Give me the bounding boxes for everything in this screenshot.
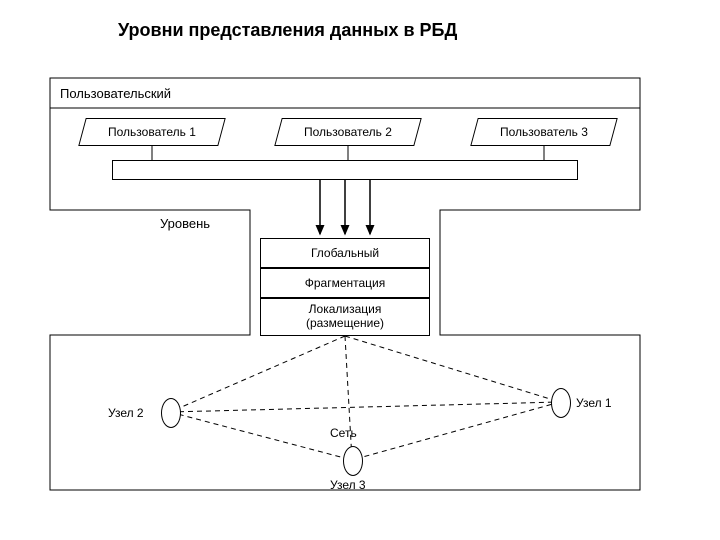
apex-to-node3 [345, 336, 352, 460]
edge-node1-node3 [352, 402, 560, 460]
network-label: Сеть [330, 426, 357, 440]
global-box-label: Глобальный [311, 246, 379, 260]
page-title: Уровни представления данных в РБД [118, 20, 457, 41]
edge-node2-node1 [170, 402, 560, 412]
connector-bar [112, 160, 578, 180]
localization-box: Локализация (размещение) [260, 298, 430, 336]
node-2-label: Узел 2 [108, 406, 144, 420]
diagram-canvas: Уровни представления данных в РБД Пользо… [0, 0, 720, 540]
node-2-ellipse [161, 398, 181, 428]
user-box-3: Пользователь 3 [470, 118, 618, 146]
level-label: Уровень [160, 216, 210, 231]
fragmentation-box-label: Фрагментация [305, 276, 386, 290]
localization-box-label: Локализация (размещение) [306, 303, 384, 331]
user-box-1: Пользователь 1 [78, 118, 226, 146]
node-3-ellipse [343, 446, 363, 476]
user-box-3-label: Пользователь 3 [500, 125, 588, 139]
apex-to-node2 [170, 336, 345, 412]
node-1-ellipse [551, 388, 571, 418]
user-box-1-label: Пользователь 1 [108, 125, 196, 139]
user-level-header: Пользовательский [60, 86, 171, 101]
node-3-label: Узел 3 [330, 478, 366, 492]
user-box-2: Пользователь 2 [274, 118, 422, 146]
user-box-2-label: Пользователь 2 [304, 125, 392, 139]
global-box: Глобальный [260, 238, 430, 268]
edge-node2-node3 [170, 412, 352, 460]
node-1-label: Узел 1 [576, 396, 612, 410]
apex-to-node1 [345, 336, 560, 402]
fragmentation-box: Фрагментация [260, 268, 430, 298]
